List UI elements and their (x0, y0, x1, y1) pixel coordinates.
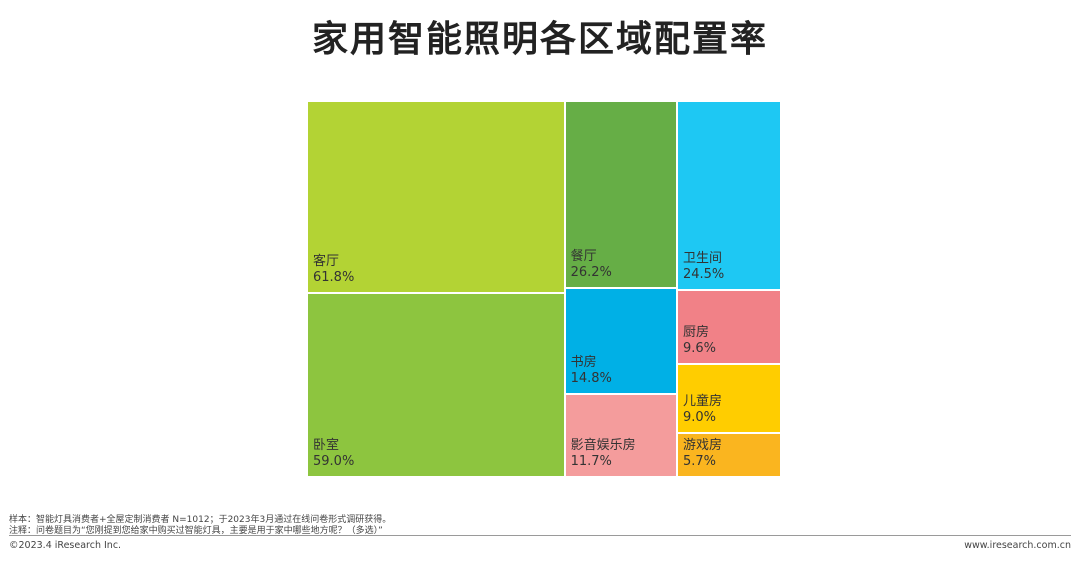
treemap-cell: 餐厅 26.2% (564, 101, 677, 288)
treemap-cell-value: 11.7% (570, 453, 612, 469)
treemap-cell: 影音娱乐房 11.7% (564, 393, 677, 477)
treemap-cell-value: 5.7% (682, 453, 716, 469)
copyright-text: ©2023.4 iResearch Inc. (9, 540, 122, 551)
sample-note: 样本：智能灯具消费者+全屋定制消费者 N=1012；于2023年3月通过在线问卷… (9, 515, 392, 525)
treemap-cell-name: 书房 (570, 354, 597, 370)
treemap-cell: 儿童房 9.0% (676, 363, 781, 434)
treemap-cell-name: 影音娱乐房 (570, 437, 636, 453)
treemap-cell-label: 卧室 59.0% (313, 438, 354, 470)
footer-divider (9, 535, 1071, 536)
treemap-cell-value: 14.8% (570, 370, 612, 386)
treemap-cell-name: 卧室 (313, 437, 340, 453)
treemap-cell-label: 卫生间 24.5% (683, 251, 724, 283)
treemap-cell: 卫生间 24.5% (676, 101, 781, 290)
treemap-cell: 厨房 9.6% (676, 289, 781, 364)
treemap-cell-value: 9.6% (682, 340, 716, 356)
treemap-cell-label: 儿童房 9.0% (683, 394, 722, 426)
treemap-cell-name: 儿童房 (682, 394, 722, 410)
treemap-cell: 游戏房 5.7% (676, 433, 781, 477)
treemap-cell-name: 游戏房 (682, 437, 722, 453)
treemap-cell-value: 9.0% (682, 410, 716, 426)
treemap-cell-value: 24.5% (682, 266, 725, 282)
treemap-cell-name: 客厅 (313, 254, 340, 270)
treemap-cell-value: 26.2% (570, 264, 612, 280)
treemap-cell-label: 书房 14.8% (571, 355, 612, 387)
chart-title: 家用智能照明各区域配置率 (311, 19, 768, 60)
treemap-cell-name: 厨房 (682, 324, 709, 340)
treemap-cell-label: 厨房 9.6% (683, 325, 716, 357)
treemap-cell-name: 餐厅 (570, 248, 597, 264)
treemap-cell: 客厅 61.8% (307, 101, 565, 294)
website-link: www.iresearch.com.cn (964, 540, 1071, 551)
treemap-cell-name: 卫生间 (682, 250, 722, 266)
treemap-cell: 书房 14.8% (564, 287, 677, 394)
treemap-cell-value: 59.0% (313, 453, 355, 469)
treemap-cell-label: 餐厅 26.2% (571, 249, 612, 281)
treemap-chart: 客厅 61.8% 卧室 59.0% 餐厅 26.2% 书房 14.8% 影音娱乐房 11.7% 卫生… (307, 101, 781, 477)
treemap-cell: 卧室 59.0% (307, 293, 565, 477)
treemap-cell-label: 游戏房 5.7% (683, 438, 722, 470)
treemap-cell-label: 影音娱乐房 11.7% (571, 438, 636, 470)
question-note: 注释：问卷题目为“您刚提到您给家中购买过智能灯具，主要是用于家中哪些地方呢？（多… (9, 526, 383, 536)
treemap-cell-value: 61.8% (313, 270, 355, 286)
treemap-cell-label: 客厅 61.8% (313, 254, 354, 286)
